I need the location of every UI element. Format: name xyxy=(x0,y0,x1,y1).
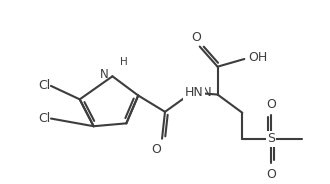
Text: OH: OH xyxy=(248,51,268,64)
Text: O: O xyxy=(266,98,276,111)
Text: N: N xyxy=(100,68,109,81)
Text: HN: HN xyxy=(184,86,203,99)
Text: O: O xyxy=(151,143,161,155)
Text: S: S xyxy=(267,132,275,145)
Text: H: H xyxy=(120,57,128,67)
Text: O: O xyxy=(266,167,276,181)
Text: HN: HN xyxy=(194,86,213,99)
Text: Cl: Cl xyxy=(39,79,51,92)
Text: O: O xyxy=(191,31,201,44)
Text: S: S xyxy=(267,132,275,145)
Text: Cl: Cl xyxy=(39,112,51,125)
